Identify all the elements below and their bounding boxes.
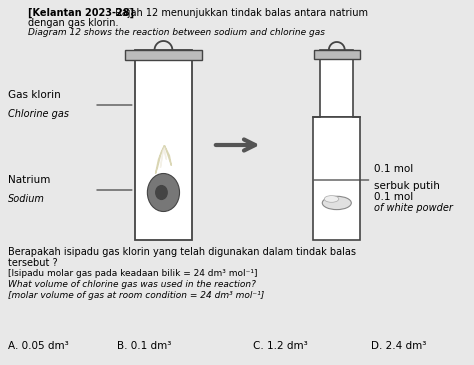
Ellipse shape xyxy=(155,185,168,200)
Text: of white powder: of white powder xyxy=(374,203,453,213)
Bar xyxy=(313,116,360,240)
Text: [Isipadu molar gas pada keadaan bilik = 24 dm³ mol⁻¹]: [Isipadu molar gas pada keadaan bilik = … xyxy=(8,269,257,278)
Text: [molar volume of gas at room condition = 24 dm³ mol⁻¹]: [molar volume of gas at room condition =… xyxy=(8,291,264,300)
Ellipse shape xyxy=(324,196,339,202)
Text: Sodium: Sodium xyxy=(8,194,45,204)
Text: C. 1.2 dm³: C. 1.2 dm³ xyxy=(253,341,307,351)
Text: Rajah 12 menunjukkan tindak balas antara natrium: Rajah 12 menunjukkan tindak balas antara… xyxy=(112,8,368,18)
Text: Chlorine gas: Chlorine gas xyxy=(8,109,69,119)
Text: B. 0.1 dm³: B. 0.1 dm³ xyxy=(117,341,171,351)
Text: 0.1 mol: 0.1 mol xyxy=(374,164,414,174)
Text: What volume of chlorine gas was used in the reaction?: What volume of chlorine gas was used in … xyxy=(8,280,256,289)
Text: A. 0.05 dm³: A. 0.05 dm³ xyxy=(8,341,69,351)
Text: tersebut ?: tersebut ? xyxy=(8,258,57,268)
Ellipse shape xyxy=(322,196,351,210)
Text: dengan gas klorin.: dengan gas klorin. xyxy=(28,18,118,28)
Ellipse shape xyxy=(147,173,180,211)
Text: Berapakah isipadu gas klorin yang telah digunakan dalam tindak balas: Berapakah isipadu gas klorin yang telah … xyxy=(8,247,356,257)
Text: [Kelantan 2023-28]: [Kelantan 2023-28] xyxy=(28,8,134,18)
Bar xyxy=(314,50,360,59)
Text: Natrium: Natrium xyxy=(8,175,50,185)
Polygon shape xyxy=(155,146,172,173)
Text: Gas klorin: Gas klorin xyxy=(8,90,61,100)
Bar xyxy=(320,50,353,116)
Text: D. 2.4 dm³: D. 2.4 dm³ xyxy=(372,341,427,351)
Text: Diagram 12 shows the reaction between sodium and chlorine gas: Diagram 12 shows the reaction between so… xyxy=(28,28,325,37)
Text: serbuk putih: serbuk putih xyxy=(374,181,440,191)
Bar xyxy=(135,50,192,240)
Bar xyxy=(125,50,202,60)
Text: 0.1 mol: 0.1 mol xyxy=(374,192,414,202)
Polygon shape xyxy=(161,147,166,168)
